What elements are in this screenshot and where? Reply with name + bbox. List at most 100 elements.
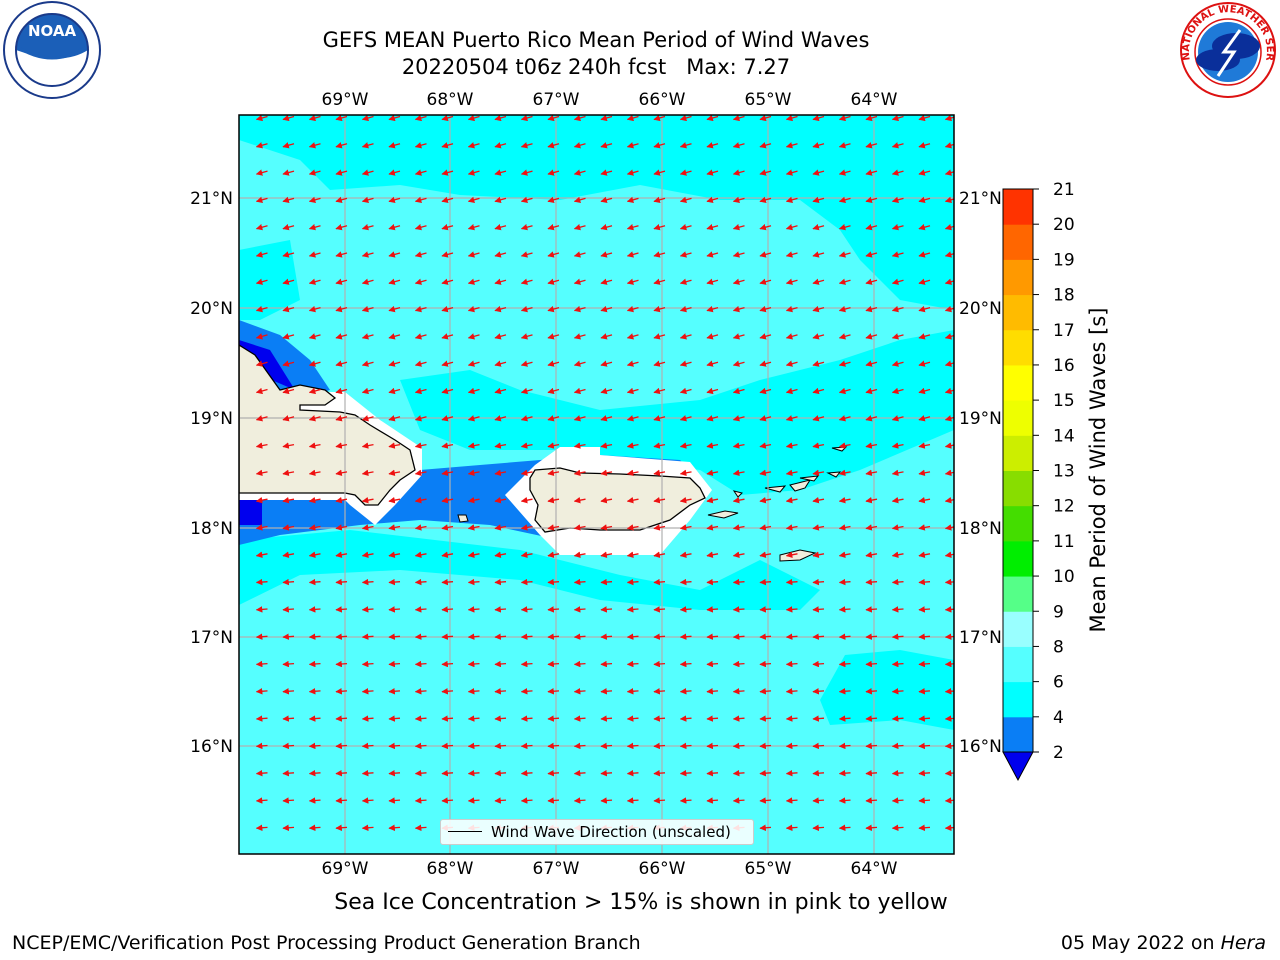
wind-wave-arrow bbox=[812, 224, 825, 231]
wind-wave-arrow bbox=[918, 496, 931, 504]
wind-wave-arrow bbox=[414, 660, 427, 668]
wind-wave-arrow bbox=[838, 305, 851, 313]
colorbar-tick-label: 14 bbox=[1053, 426, 1075, 446]
wind-wave-arrow bbox=[361, 333, 374, 340]
wind-wave-arrow bbox=[865, 387, 878, 395]
shade-zone-southeast bbox=[820, 650, 954, 730]
colorbar-segment bbox=[1003, 294, 1033, 331]
wind-wave-arrow bbox=[732, 196, 745, 203]
wind-wave-arrow bbox=[494, 469, 507, 477]
wind-wave-arrow bbox=[282, 551, 295, 558]
wind-wave-arrow bbox=[282, 142, 295, 149]
wind-wave-arrow bbox=[573, 715, 586, 722]
wind-wave-arrow bbox=[865, 415, 878, 422]
wind-wave-arrow bbox=[706, 360, 719, 367]
wind-wave-arrow bbox=[812, 387, 825, 395]
wind-wave-arrow bbox=[732, 169, 745, 176]
wind-wave-arrow bbox=[865, 688, 878, 695]
wind-wave-arrow bbox=[520, 278, 533, 285]
wind-wave-arrow bbox=[944, 387, 954, 395]
wind-wave-arrow bbox=[785, 469, 798, 477]
wind-wave-arrow bbox=[679, 169, 692, 176]
colorbar-segment bbox=[1003, 435, 1033, 471]
wind-wave-arrow bbox=[441, 142, 454, 149]
wind-wave-arrow bbox=[414, 606, 427, 613]
shade-zone-south bbox=[239, 530, 820, 610]
wind-wave-arrow bbox=[494, 196, 507, 203]
wind-wave-arrow bbox=[573, 415, 586, 422]
wind-wave-arrow bbox=[308, 496, 321, 504]
wind-wave-arrow bbox=[573, 360, 586, 367]
wind-wave-arrow bbox=[706, 387, 719, 395]
wind-wave-arrow bbox=[918, 660, 931, 668]
wind-wave-arrow bbox=[441, 196, 454, 203]
wind-wave-arrow bbox=[679, 551, 692, 558]
wind-wave-arrow bbox=[759, 415, 772, 422]
lat-label-left-16n: 16°N bbox=[190, 737, 233, 757]
wind-wave-arrow bbox=[441, 251, 454, 258]
wind-wave-arrow bbox=[255, 633, 268, 640]
wind-wave-arrow bbox=[838, 769, 851, 777]
wind-wave-arrow bbox=[759, 769, 772, 777]
colorbar-segment bbox=[1003, 540, 1033, 577]
wind-wave-arrow bbox=[706, 551, 719, 558]
wind-wave-arrow bbox=[388, 797, 401, 804]
wind-wave-arrow bbox=[944, 715, 954, 722]
wind-wave-arrow bbox=[255, 797, 268, 804]
wind-wave-arrow bbox=[891, 496, 904, 504]
wind-wave-arrow bbox=[467, 142, 480, 149]
wind-wave-arrow bbox=[335, 360, 348, 367]
wind-wave-arrow bbox=[388, 387, 401, 395]
wind-wave-arrow bbox=[467, 251, 480, 258]
wind-wave-arrow bbox=[891, 660, 904, 668]
wind-wave-arrow bbox=[255, 742, 268, 750]
wind-wave-arrow bbox=[865, 442, 878, 449]
wind-wave-arrow bbox=[441, 633, 454, 640]
wind-wave-arrow bbox=[308, 469, 321, 477]
wind-wave-arrow bbox=[335, 524, 348, 531]
wind-wave-arrow bbox=[785, 769, 798, 777]
wind-wave-arrow bbox=[732, 551, 745, 558]
wind-wave-arrow bbox=[732, 769, 745, 777]
wind-wave-arrow bbox=[494, 333, 507, 340]
wind-wave-arrow bbox=[308, 797, 321, 804]
wind-wave-arrow bbox=[626, 305, 639, 313]
wind-wave-arrow bbox=[838, 115, 851, 122]
wind-wave-arrow bbox=[414, 578, 427, 586]
wind-wave-arrow bbox=[467, 524, 480, 531]
wind-wave-arrow bbox=[626, 551, 639, 558]
wind-wave-arrow bbox=[838, 688, 851, 695]
wind-wave-arrow bbox=[388, 196, 401, 203]
wind-wave-arrow bbox=[255, 688, 268, 695]
wind-wave-arrow bbox=[732, 278, 745, 285]
wind-wave-arrow bbox=[441, 715, 454, 722]
wind-wave-arrow bbox=[812, 115, 825, 122]
lon-label-top-69w: 69°W bbox=[322, 90, 369, 110]
wind-wave-arrow bbox=[361, 578, 374, 586]
wind-wave-arrow bbox=[891, 333, 904, 340]
wind-wave-arrow bbox=[865, 360, 878, 367]
wind-wave-arrow bbox=[441, 606, 454, 613]
wind-wave-arrow bbox=[282, 496, 295, 504]
wind-wave-arrow bbox=[282, 442, 295, 449]
wind-wave-arrow bbox=[547, 606, 560, 613]
wind-wave-arrow bbox=[759, 469, 772, 477]
wind-wave-arrow bbox=[653, 224, 666, 231]
wind-wave-arrow bbox=[706, 797, 719, 804]
wind-wave-arrow bbox=[785, 715, 798, 722]
wind-wave-arrow bbox=[626, 278, 639, 285]
wind-wave-arrow bbox=[467, 360, 480, 367]
wind-wave-arrow bbox=[520, 797, 533, 804]
wind-wave-arrow bbox=[653, 606, 666, 613]
wind-wave-arrow bbox=[679, 278, 692, 285]
wind-wave-arrow bbox=[361, 224, 374, 231]
wind-wave-arrow bbox=[467, 278, 480, 285]
lon-label-bottom-66w: 66°W bbox=[639, 859, 686, 879]
wind-wave-arrow bbox=[520, 224, 533, 231]
wind-wave-arrow bbox=[255, 769, 268, 777]
wind-wave-arrow bbox=[441, 524, 454, 531]
wind-wave-arrow bbox=[494, 169, 507, 176]
wind-wave-arrow bbox=[785, 305, 798, 313]
colorbar-segment bbox=[1003, 364, 1033, 401]
wind-wave-arrow bbox=[282, 524, 295, 531]
